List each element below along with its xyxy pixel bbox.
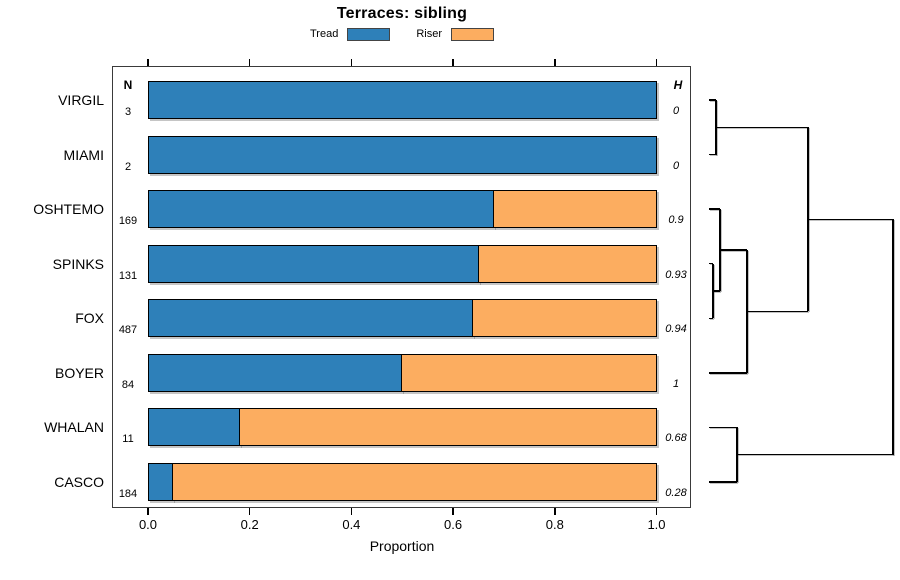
legend-label: Riser	[416, 28, 442, 40]
category-label: MIAMI	[63, 146, 104, 163]
dendrogram-branch	[807, 218, 893, 221]
h-column-header: H	[673, 78, 683, 92]
n-value: 11	[122, 433, 134, 446]
category-label: OSHTEMO	[33, 201, 104, 218]
bar-riser-oshtemo	[493, 190, 657, 229]
legend-label: Tread	[310, 28, 339, 40]
axis-tick-label: 0.0	[138, 517, 158, 532]
dendrogram-branch	[709, 481, 737, 483]
legend-item: Tread	[310, 27, 391, 41]
n-value: 84	[121, 378, 135, 391]
axis-tick-label: 0.6	[444, 517, 463, 532]
n-column-header: N	[123, 78, 133, 92]
axis-tick-top	[248, 59, 251, 66]
bar-tread-casco	[148, 462, 173, 501]
h-value: 0	[672, 105, 680, 117]
dendrogram-branch	[709, 208, 721, 210]
axis-tick-top	[554, 59, 556, 66]
n-value: 169	[118, 215, 138, 228]
category-label: BOYER	[54, 364, 104, 381]
bar-tread-virgil	[148, 81, 657, 119]
bar-tread-oshtemo	[148, 190, 494, 229]
h-value: 0	[672, 159, 680, 172]
n-value: 131	[118, 269, 138, 282]
dendrogram-branch	[709, 262, 714, 265]
legend-item: Riser	[416, 27, 494, 41]
bar-tread-fox	[148, 299, 473, 338]
category-label: FOX	[75, 310, 104, 327]
n-value: 487	[118, 324, 138, 337]
bar-riser-boyer	[401, 353, 657, 392]
chart-title: Terraces: sibling	[336, 5, 468, 22]
legend: Tread Riser	[112, 25, 692, 43]
bar-tread-boyer	[148, 353, 402, 392]
dendrogram-branch	[715, 126, 808, 129]
x-axis-title: Proportion	[369, 538, 435, 554]
axis-tick-top	[452, 59, 454, 66]
bar-tread-whalan	[148, 408, 240, 447]
bar-riser-whalan	[239, 408, 657, 447]
bar-tread-miami	[148, 135, 657, 174]
h-value: 0.9	[668, 214, 684, 227]
h-value: 1	[672, 377, 680, 390]
axis-tick-bottom	[248, 508, 251, 515]
legend-swatch-tread	[347, 27, 391, 41]
bar-riser-spinks	[478, 244, 657, 283]
h-value: 0.93	[665, 268, 687, 281]
axis-tick-top	[350, 59, 353, 66]
dendrogram-branch	[720, 249, 748, 251]
plot-area	[112, 66, 691, 508]
dendrogram-branch	[713, 290, 721, 292]
axis-tick-bottom	[554, 508, 556, 515]
axis-tick-label: 0.8	[545, 517, 564, 532]
axis-tick-label: 1.0	[647, 517, 666, 532]
category-label: SPINKS	[52, 255, 104, 272]
dendrogram-branch	[709, 99, 716, 101]
dendrogram-join	[892, 219, 894, 455]
axis-tick-bottom	[147, 508, 149, 515]
axis-tick-bottom	[350, 508, 353, 515]
axis-tick-label: 0.2	[240, 517, 259, 532]
n-value: 184	[118, 487, 138, 500]
dendrogram-branch	[709, 426, 737, 429]
h-value: 0.68	[665, 432, 687, 445]
bar-tread-spinks	[148, 244, 479, 283]
dendrogram-branch	[709, 317, 714, 320]
dendrogram-branch	[709, 153, 716, 156]
legend-swatch-riser	[451, 27, 494, 41]
dendrogram-branch	[736, 453, 893, 456]
axis-tick-label: 0.4	[342, 517, 361, 532]
dendrogram-branch	[747, 310, 808, 313]
bar-riser-casco	[172, 462, 657, 501]
axis-tick-bottom	[655, 508, 658, 515]
axis-tick-top	[147, 59, 149, 66]
axis-tick-top	[655, 59, 658, 66]
dendrogram-branch	[709, 372, 748, 374]
bar-riser-fox	[472, 299, 657, 338]
n-value: 3	[124, 106, 132, 118]
h-value: 0.94	[665, 323, 687, 336]
h-value: 0.28	[665, 486, 687, 499]
n-value: 2	[124, 160, 132, 173]
axis-tick-bottom	[452, 508, 454, 515]
category-label: WHALAN	[44, 419, 104, 436]
category-label: VIRGIL	[58, 92, 104, 108]
category-label: CASCO	[54, 473, 104, 490]
